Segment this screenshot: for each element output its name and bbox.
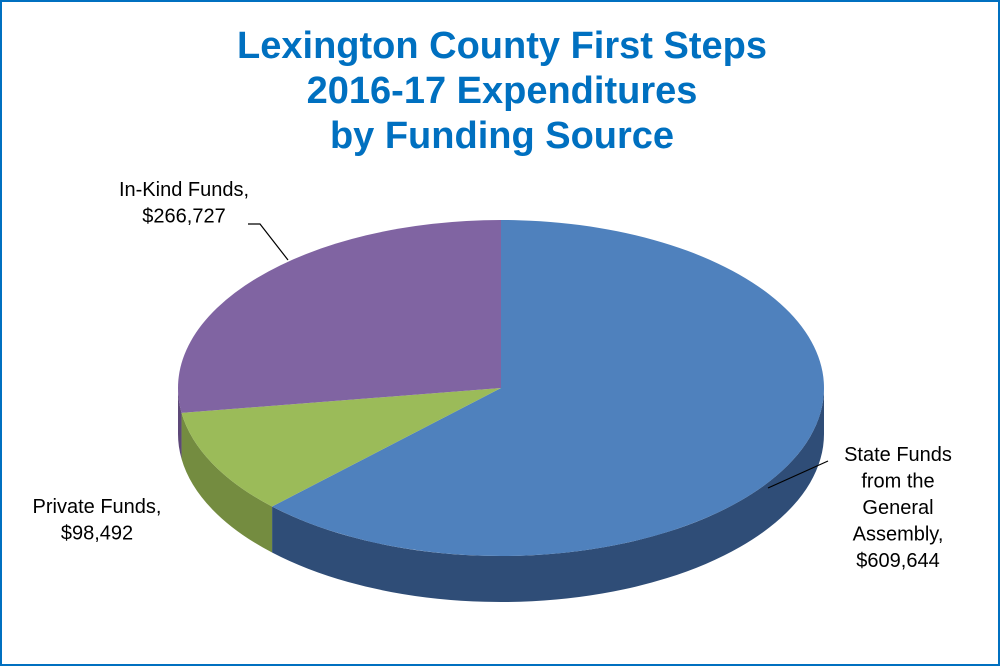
data-label-2-line-1: $266,727 — [142, 206, 225, 228]
pie-slice-side-0 — [272, 388, 825, 602]
data-label-2-line-0: In-Kind Funds, — [119, 179, 249, 201]
data-label-0-line-1: from the — [861, 471, 934, 493]
data-label-1: Private Funds, $98,492 — [33, 496, 162, 545]
pie-slice-2 — [178, 220, 502, 413]
data-label-2: In-Kind Funds, $266,727 — [119, 179, 249, 228]
pie-slice-side-2 — [178, 388, 182, 459]
data-label-0-line-2: General — [862, 497, 933, 519]
data-label-0: State Funds from the General Assembly, $609,… — [844, 444, 952, 572]
data-label-0-line-3: Assembly, — [853, 524, 944, 546]
data-label-0-line-4: $609,644 — [856, 550, 939, 572]
data-label-1-line-1: $98,492 — [61, 523, 133, 545]
chart-title: Lexington County First Steps 2016-17 Exp… — [2, 24, 1000, 159]
pie-slice-1 — [181, 388, 502, 507]
chart-title-line-1: Lexington County First Steps — [237, 25, 767, 67]
pie-slice-side-1 — [181, 412, 273, 553]
chart-title-line-2: 2016-17 Expenditures — [306, 70, 698, 112]
data-label-0-line-0: State Funds — [844, 444, 952, 466]
data-label-1-line-0: Private Funds, — [33, 496, 162, 518]
chart-title-line-3: by Funding Source — [329, 115, 675, 157]
leader-line-0 — [767, 460, 829, 489]
leader-line-2 — [248, 223, 289, 261]
pie-slice-0 — [272, 220, 825, 556]
